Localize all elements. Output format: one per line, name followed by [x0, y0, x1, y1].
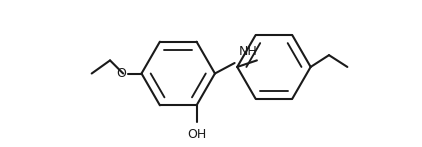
Text: OH: OH [187, 128, 206, 141]
Text: NH: NH [238, 45, 257, 58]
Text: O: O [116, 67, 126, 80]
